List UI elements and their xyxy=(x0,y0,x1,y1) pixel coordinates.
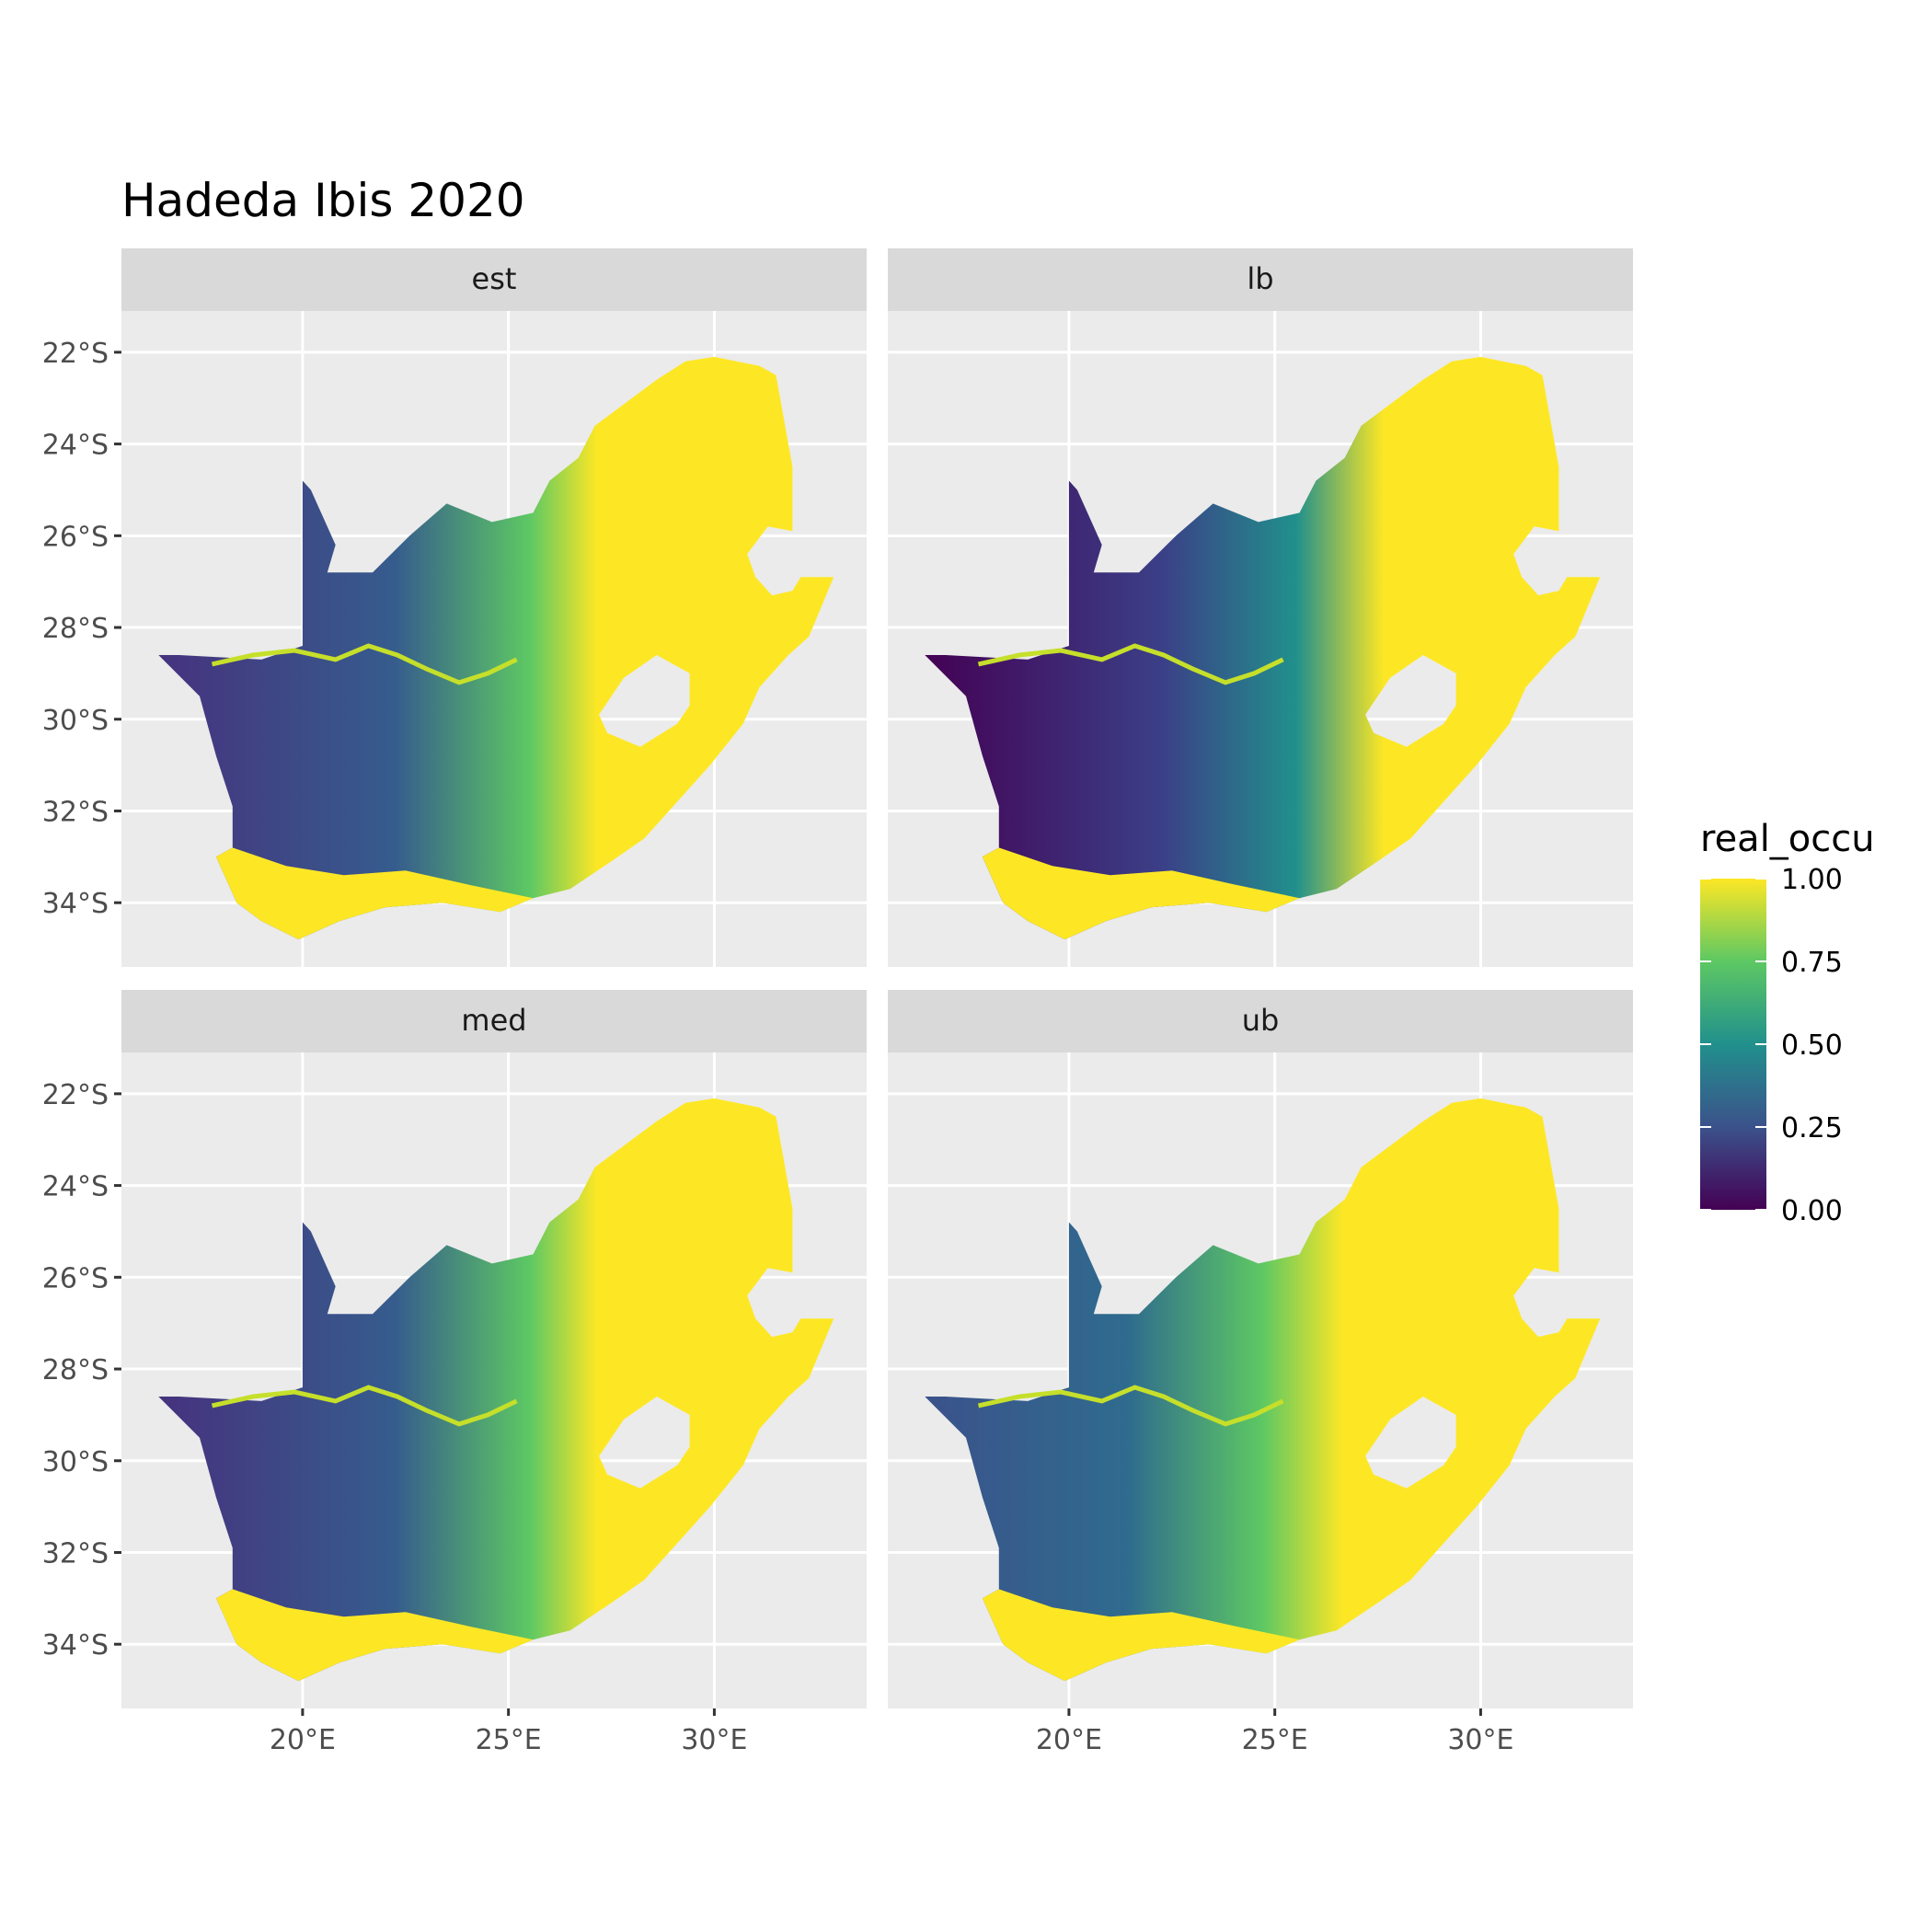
facet-panel-est: est 22°S 24°S 26°S 28°S 30°S 32°S 34°S xyxy=(42,248,867,967)
coastal-high-occupancy-lb xyxy=(982,847,1300,940)
legend-label: 1.00 xyxy=(1781,864,1843,896)
x-tick-label: 20°E xyxy=(270,1724,336,1756)
y-tick-label: 34°S xyxy=(42,888,109,920)
occupancy-raster-ub xyxy=(925,1098,1601,1682)
occupancy-raster-est xyxy=(158,356,834,940)
legend-label: 0.25 xyxy=(1781,1112,1843,1144)
y-tick-label: 34°S xyxy=(42,1629,109,1662)
strip-lb xyxy=(888,248,1633,311)
x-tick-label: 20°E xyxy=(1036,1724,1102,1756)
facet-panel-lb: lb xyxy=(888,248,1633,967)
strip-label-est: est xyxy=(472,261,517,296)
plot-title: Hadeda Ibis 2020 xyxy=(121,174,525,227)
river-est xyxy=(211,643,518,685)
legend: real_occu 1.00 0.75 0.50 0.25 0.00 xyxy=(1700,818,1875,1227)
facet-panel-ub: ub 20°E 25°E 30°E xyxy=(888,990,1633,1756)
x-tick-label: 25°E xyxy=(1242,1724,1308,1756)
y-tick-label: 26°S xyxy=(42,1262,109,1294)
coastal-high-occupancy-ub xyxy=(982,1589,1300,1682)
y-tick-label: 28°S xyxy=(42,613,109,645)
y-tick-label: 22°S xyxy=(42,338,109,370)
strip-ub xyxy=(888,990,1633,1052)
y-tick-label: 26°S xyxy=(42,521,109,553)
coastal-high-occupancy-est xyxy=(215,847,534,940)
strip-label-med: med xyxy=(461,1003,526,1038)
strip-med xyxy=(121,990,867,1052)
strip-label-ub: ub xyxy=(1242,1003,1280,1038)
legend-title: real_occu xyxy=(1700,818,1875,860)
legend-label: 0.00 xyxy=(1781,1195,1843,1227)
facet-panels: est 22°S 24°S 26°S 28°S 30°S 32°S 34°S lb med 22°S… xyxy=(42,248,1633,1756)
y-tick-label: 30°S xyxy=(42,1446,109,1478)
occupancy-raster-med xyxy=(158,1098,834,1682)
legend-label: 0.50 xyxy=(1781,1029,1843,1062)
y-tick-label: 32°S xyxy=(42,1537,109,1570)
facet-panel-med: med 22°S 24°S 26°S 28°S 30°S 32°S 34°S 20°E 25°E 3… xyxy=(42,990,867,1756)
y-tick-label: 28°S xyxy=(42,1354,109,1386)
y-tick-label: 30°S xyxy=(42,705,109,737)
coastal-high-occupancy-med xyxy=(215,1589,534,1682)
y-tick-label: 22°S xyxy=(42,1079,109,1111)
y-tick-label: 24°S xyxy=(42,430,109,462)
river-ub xyxy=(977,1385,1284,1427)
river-med xyxy=(211,1385,518,1427)
x-tick-label: 30°E xyxy=(1447,1724,1513,1756)
strip-label-lb: lb xyxy=(1247,261,1273,296)
x-tick-label: 25°E xyxy=(476,1724,542,1756)
y-tick-label: 32°S xyxy=(42,796,109,828)
strip-est xyxy=(121,248,867,311)
legend-label: 0.75 xyxy=(1781,947,1843,979)
y-tick-label: 24°S xyxy=(42,1171,109,1203)
river-lb xyxy=(977,643,1284,685)
occupancy-raster-lb xyxy=(925,356,1601,940)
x-tick-label: 30°E xyxy=(681,1724,747,1756)
